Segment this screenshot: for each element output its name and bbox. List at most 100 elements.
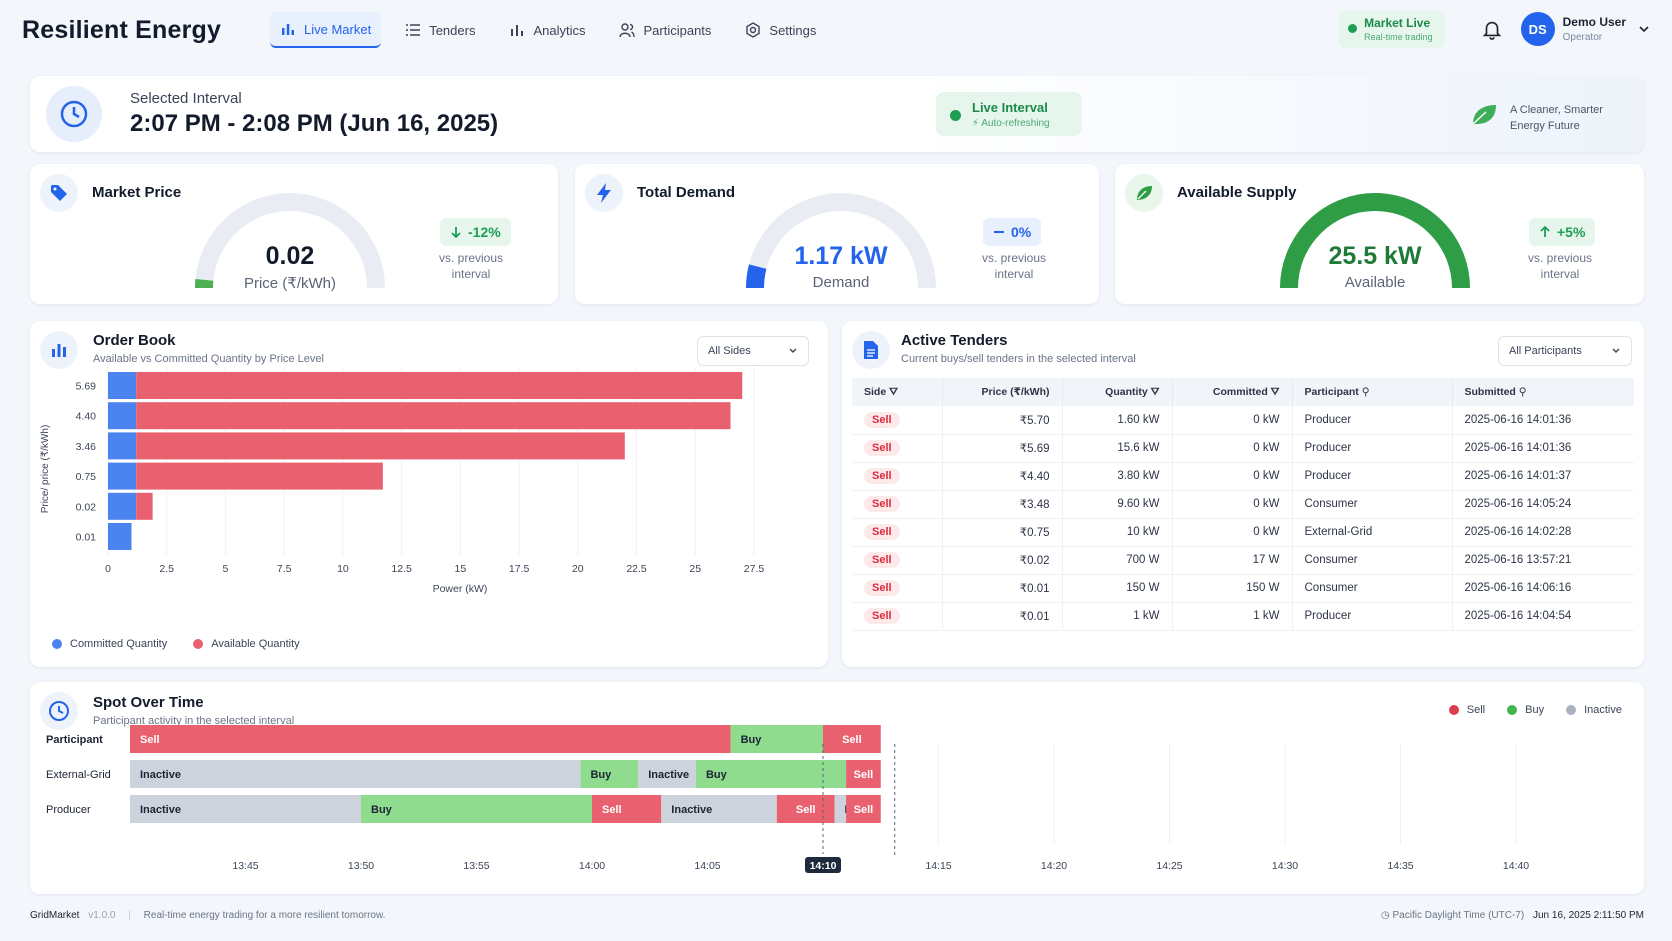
legend-committed-dot (52, 639, 62, 649)
timeline-segment[interactable] (580, 760, 639, 788)
col-committed[interactable]: Committed ⛛ (1172, 378, 1293, 406)
segment-label: Sell (854, 804, 874, 816)
available-bar[interactable] (136, 372, 743, 399)
timeline-segment[interactable] (361, 795, 592, 823)
table-row[interactable]: Sell ₹3.48 9.60 kW 0 kW Consumer 2025-06-16 1… (852, 490, 1634, 519)
timeline-segment[interactable] (592, 795, 662, 823)
x-tick-label: 2.5 (159, 563, 174, 575)
col-submitted[interactable]: Submitted ⚲ (1452, 378, 1634, 406)
pin-icon[interactable]: ⚲ (1518, 386, 1527, 398)
spot-over-time-panel: Spot Over Time Participant activity in t… (30, 682, 1644, 894)
market-price-value: 0.02 (265, 242, 315, 270)
nav-analytics[interactable]: Analytics (499, 12, 595, 48)
timeline-segment[interactable] (834, 795, 847, 823)
table-cell: 1 kW (1062, 602, 1173, 631)
table-cell: ₹0.02 (942, 546, 1063, 575)
table-row[interactable]: Sell ₹5.70 1.60 kW 0 kW Producer 2025-06-16 1… (852, 406, 1634, 435)
segment-label: Buy (371, 804, 393, 816)
timeline-segment[interactable] (695, 760, 847, 788)
timeline-segment[interactable] (130, 725, 731, 753)
arrow-down-icon (451, 227, 461, 238)
table-cell: ₹0.01 (942, 574, 1063, 603)
nav-live-market[interactable]: Live Market (270, 12, 382, 48)
timeline-segment[interactable] (846, 795, 881, 823)
sides-filter-dropdown[interactable]: All Sides (697, 336, 809, 366)
col-participant-label: Participant (1304, 386, 1359, 398)
committed-bar[interactable] (108, 432, 137, 460)
market-live-status: Market Live Real-time trading (1338, 10, 1445, 48)
user-info[interactable]: Demo User Operator (1563, 15, 1626, 43)
nav-participants-label: Participants (643, 22, 712, 38)
nav-participants[interactable]: Participants (609, 12, 721, 48)
col-participant[interactable]: Participant ⚲ (1292, 378, 1453, 406)
nav-tenders[interactable]: Tenders (395, 12, 485, 48)
price-delta-value: -12% (468, 224, 501, 240)
supply-delta-note: vs. previous interval (1527, 251, 1593, 281)
participants-filter-dropdown[interactable]: All Participants (1498, 336, 1632, 366)
avatar[interactable]: DS (1520, 12, 1555, 46)
chevron-down-icon[interactable] (1638, 23, 1650, 35)
legend-inactive-dot (1566, 705, 1577, 715)
nav-settings[interactable]: Settings (735, 12, 826, 48)
col-quantity[interactable]: Quantity ⛛ (1062, 378, 1173, 406)
nav-settings-label: Settings (769, 22, 817, 38)
table-cell: ₹5.70 (942, 406, 1063, 435)
timeline-segment[interactable] (823, 725, 881, 753)
committed-bar[interactable] (108, 492, 137, 520)
bar-chart-icon (282, 24, 294, 35)
timeline-segment[interactable] (776, 795, 835, 823)
y-tick-label: 5.69 (76, 381, 97, 393)
committed-bar[interactable] (108, 372, 137, 399)
table-row[interactable]: Sell ₹0.01 1 kW 1 kW Producer 2025-06-16 14:0… (852, 602, 1634, 631)
col-side[interactable]: Side ⛛ (852, 378, 943, 406)
table-row[interactable]: Sell ₹5.69 15.6 kW 0 kW Producer 2025-06-16 1… (852, 434, 1634, 463)
time-tick-label: 14:00 (579, 860, 605, 872)
committed-bar[interactable] (108, 523, 132, 550)
market-price-title: Market Price (92, 184, 182, 201)
legend-buy-label: Buy (1525, 704, 1545, 716)
timeline-segment[interactable] (730, 725, 823, 753)
nav-tenders-label: Tenders (429, 22, 476, 38)
time-tick-label: 14:30 (1272, 860, 1298, 872)
timeline-segment[interactable] (130, 760, 581, 788)
x-tick-label: 0 (105, 563, 111, 575)
col-price[interactable]: Price (₹/kWh) (942, 378, 1063, 406)
interval-value[interactable]: 2:07 PM - 2:08 PM (Jun 16, 2025) (130, 110, 499, 137)
side-badge: Sell (864, 440, 900, 456)
interval-clock (46, 86, 102, 142)
side-badge: Sell (864, 552, 900, 568)
table-row[interactable]: Sell ₹0.01 150 W 150 W Consumer 2025-06-16 14… (852, 574, 1634, 603)
document-icon (864, 341, 878, 359)
footer-left: GridMarket v1.0.0 | Real-time energy tra… (30, 910, 385, 921)
live-interval-sub: ⚡ Auto-refreshing (972, 118, 1050, 129)
committed-bar[interactable] (108, 402, 137, 430)
table-cell: Producer (1292, 602, 1453, 631)
available-bar[interactable] (136, 402, 731, 430)
filter-icon[interactable]: ⛛ (889, 385, 898, 398)
timeline-segment[interactable] (846, 760, 881, 788)
timeline-segment[interactable] (638, 760, 696, 788)
table-row[interactable]: Sell ₹4.40 3.80 kW 0 kW Producer 2025-06-16 1… (852, 462, 1634, 491)
available-bar[interactable] (136, 462, 383, 490)
filter-icon[interactable]: ⛛ (1150, 385, 1160, 398)
arrow-up-icon (1540, 226, 1550, 237)
table-cell: Consumer (1292, 490, 1453, 519)
timeline-segment[interactable] (130, 795, 361, 823)
filter-icon[interactable]: ⛛ (1270, 385, 1280, 398)
timeline-segment[interactable] (661, 795, 777, 823)
tagline: A Cleaner, Smarter Energy Future (1510, 104, 1603, 132)
spot-title: Spot Over Time (93, 694, 204, 711)
brand-logo[interactable]: Resilient Energy (22, 15, 222, 44)
pin-icon[interactable]: ⚲ (1361, 386, 1370, 398)
sides-filter-value: All Sides (708, 345, 751, 357)
bell-icon[interactable] (1481, 18, 1503, 40)
footer-app-name: GridMarket (30, 910, 80, 921)
table-cell: 150 W (1172, 574, 1293, 603)
available-bar[interactable] (136, 492, 153, 520)
gauge-track (195, 193, 385, 289)
table-row[interactable]: Sell ₹0.75 10 kW 0 kW External-Grid 2025-06-1… (852, 518, 1634, 547)
committed-bar[interactable] (108, 462, 137, 490)
table-row[interactable]: Sell ₹0.02 700 W 17 W Consumer 2025-06-16 13:… (852, 546, 1634, 575)
available-bar[interactable] (136, 432, 625, 460)
side-cell: Sell (852, 574, 943, 603)
